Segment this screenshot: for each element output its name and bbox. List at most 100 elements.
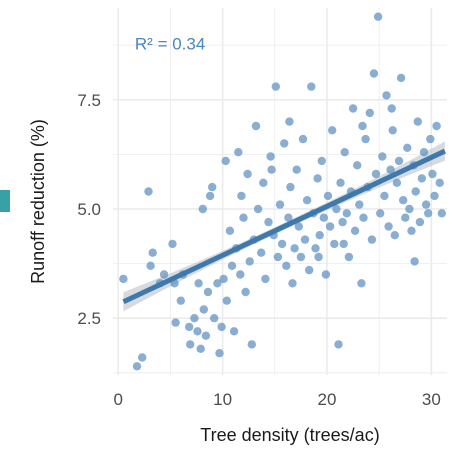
data-point (424, 209, 433, 218)
data-point (358, 121, 367, 131)
data-point (148, 248, 157, 257)
data-point (334, 340, 343, 349)
data-point (325, 222, 335, 231)
data-point (275, 200, 285, 209)
data-point (217, 322, 226, 332)
data-point (386, 165, 395, 174)
data-point (384, 222, 393, 231)
data-point (344, 252, 354, 262)
data-point (267, 165, 276, 174)
data-point (119, 274, 128, 284)
data-point (307, 82, 316, 91)
data-point (387, 104, 396, 113)
data-point (336, 178, 345, 187)
data-point (340, 148, 349, 157)
data-point (168, 239, 177, 249)
fit-line-layer (122, 148, 446, 305)
grid (113, 8, 447, 375)
data-point (227, 261, 237, 270)
data-point (382, 91, 391, 100)
data-point (361, 134, 370, 144)
data-point (315, 231, 324, 240)
data-point (317, 156, 326, 166)
x-tick-label: 0 (113, 390, 122, 409)
data-point (194, 279, 203, 288)
data-point (186, 340, 195, 349)
data-point (359, 213, 368, 222)
data-point (388, 126, 397, 135)
data-point (210, 314, 219, 323)
data-point (273, 252, 283, 262)
data-point (292, 165, 301, 174)
y-tick-label: 2.5 (77, 309, 101, 328)
y-axis-title: Runoff reduction (%) (28, 119, 48, 284)
data-point (421, 200, 431, 209)
x-axis-title: Tree density (trees/ac) (200, 425, 379, 445)
points-layer (119, 12, 446, 371)
plot-background (113, 8, 447, 375)
data-point (144, 187, 153, 196)
data-point (396, 73, 406, 83)
data-point (203, 287, 213, 297)
data-point (247, 340, 256, 349)
data-point (376, 209, 385, 218)
data-point (251, 121, 261, 131)
data-point (302, 196, 312, 205)
x-tick-label: 20 (318, 390, 337, 409)
data-point (330, 239, 339, 249)
data-point (428, 169, 437, 179)
data-point (430, 191, 439, 201)
data-point (296, 252, 306, 262)
data-point (257, 248, 266, 257)
data-point (338, 217, 347, 227)
data-point (380, 191, 389, 201)
data-point (198, 204, 207, 214)
data-point (410, 257, 419, 266)
data-point (271, 82, 280, 91)
data-point (313, 174, 322, 183)
data-point (208, 182, 217, 192)
data-point (432, 121, 441, 131)
data-point (319, 213, 328, 222)
data-point (280, 139, 289, 148)
x-tick-label: 30 (422, 390, 441, 409)
data-point (339, 239, 348, 249)
data-point (323, 191, 333, 201)
data-point (261, 274, 270, 284)
data-point (419, 148, 429, 157)
data-point (350, 226, 360, 235)
data-point (264, 217, 273, 227)
data-point (365, 108, 374, 118)
data-point (237, 191, 246, 201)
data-point (394, 156, 404, 166)
data-point (407, 226, 416, 235)
data-point (328, 126, 337, 135)
data-point (342, 209, 351, 218)
data-point (243, 169, 252, 179)
data-point (413, 117, 422, 126)
data-point (288, 279, 297, 288)
data-point (369, 69, 379, 78)
data-point (415, 217, 425, 227)
data-point (417, 174, 427, 183)
data-point (205, 191, 215, 201)
data-point (321, 270, 331, 279)
y-tick-label: 5.0 (77, 200, 101, 219)
data-point (357, 279, 366, 288)
data-point (371, 169, 381, 179)
data-point (378, 152, 387, 161)
data-point (314, 252, 323, 262)
data-point (201, 331, 211, 340)
data-point (348, 104, 358, 113)
data-point (213, 279, 222, 288)
data-point (290, 244, 299, 253)
side-marker (0, 190, 10, 212)
data-point (193, 327, 202, 336)
data-point (285, 117, 294, 126)
x-tick-labels: 0 10 20 30 (113, 390, 440, 409)
data-point (229, 327, 239, 336)
data-point (221, 156, 230, 166)
data-point (185, 322, 194, 332)
data-point (401, 213, 410, 222)
